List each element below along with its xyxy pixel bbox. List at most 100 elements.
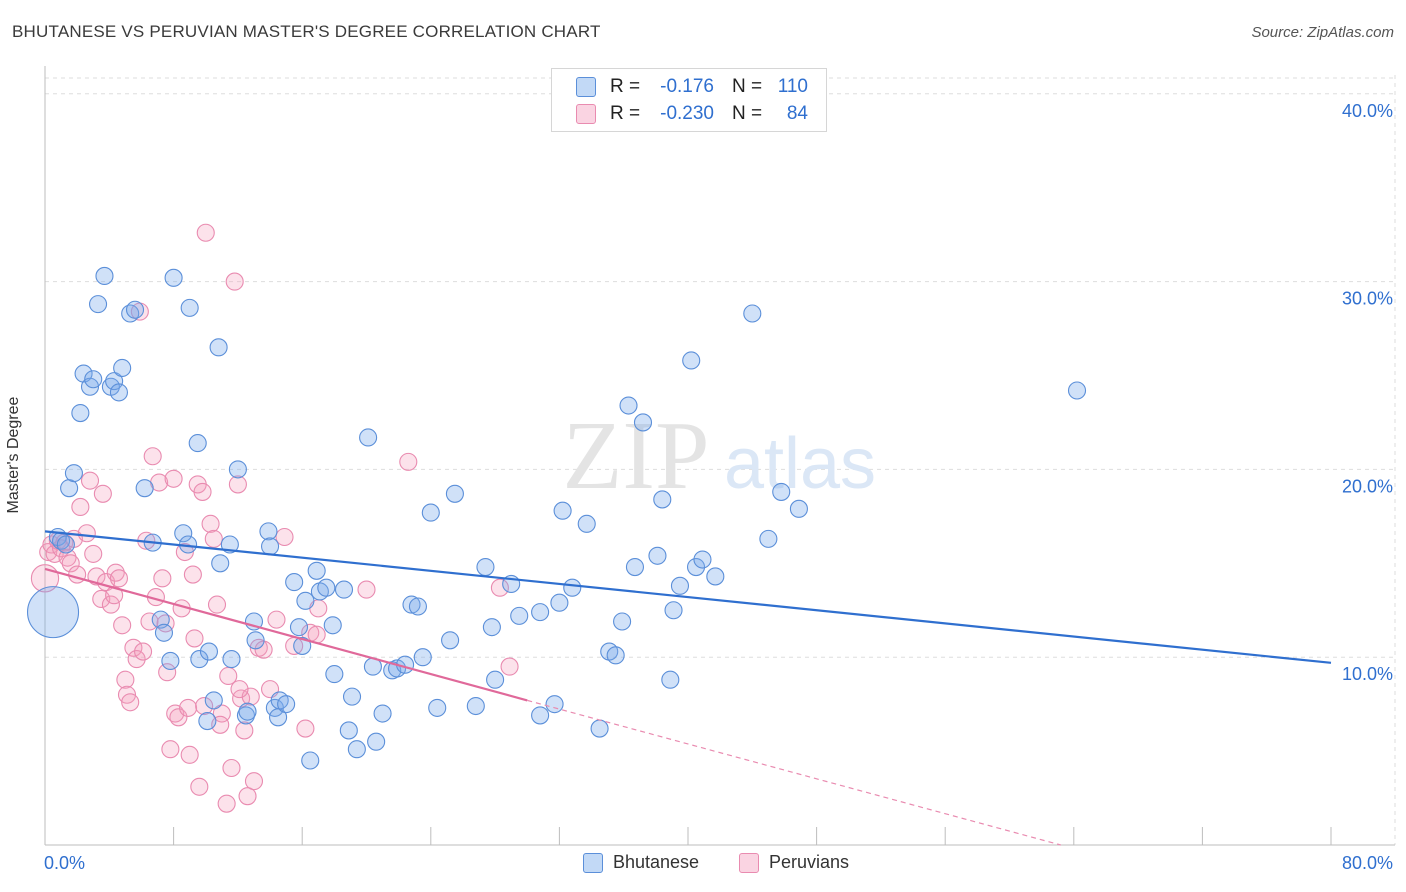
bhutanese-point — [198, 711, 217, 731]
bhutanese-point — [199, 642, 219, 661]
legend-item-bhutanese: Bhutanese — [583, 852, 699, 873]
bhutanese-point — [60, 479, 79, 498]
peruvians-point — [204, 529, 223, 548]
bhutanese-point — [413, 648, 432, 667]
bhutanese-point — [342, 687, 362, 706]
axes — [44, 66, 1395, 846]
bhutanese-point — [293, 636, 312, 655]
peruvians-point — [106, 563, 125, 582]
peruvians-point — [127, 650, 146, 669]
bhutanese-point — [510, 606, 529, 625]
peruvians-point — [153, 569, 172, 588]
bhutanese-point — [289, 618, 309, 637]
bhutanese-point — [317, 578, 336, 597]
y-tick-label: 10.0% — [1342, 664, 1393, 684]
bhutanese-point — [113, 358, 132, 378]
peruvians-point — [230, 680, 249, 699]
bhutanese-point — [95, 266, 114, 286]
bhutanese-point — [190, 650, 209, 669]
bhutanese-point — [238, 702, 257, 721]
bhutanese-point — [1067, 381, 1087, 400]
bhutanese-point — [154, 623, 174, 642]
peruvians-point — [183, 565, 202, 584]
peruvians-point — [193, 482, 212, 501]
peruvians-point — [180, 745, 199, 764]
bhutanese-point — [531, 603, 550, 622]
y-tick-label: 30.0% — [1342, 289, 1393, 309]
peruvians-point — [77, 524, 96, 543]
bhutanese-point — [246, 631, 265, 650]
peruvians-point — [399, 452, 418, 471]
bhutanese-point — [743, 304, 762, 323]
bhutanese-point — [26, 586, 80, 639]
peruvians-point — [275, 527, 294, 547]
bhutanese-point — [590, 719, 609, 738]
peruvians-point — [143, 447, 162, 466]
bhutanese-point — [164, 268, 183, 287]
bhutanese-point — [606, 646, 625, 665]
peruvians-trendline — [44, 567, 528, 702]
peruvians-point — [196, 223, 215, 242]
peruvians-points — [30, 223, 519, 813]
bhutanese-point — [109, 383, 128, 402]
legend-n-value: 84 — [786, 103, 808, 124]
bhutanese-point — [88, 295, 108, 314]
peruvians-point — [68, 565, 87, 584]
legend-row-bhutanese: R = -0.176 N = 110 — [576, 74, 808, 100]
peruvians-point — [238, 787, 257, 806]
peruvians-point — [201, 514, 220, 533]
peruvians-point — [80, 471, 100, 490]
peruvians-point — [490, 578, 509, 597]
chart-title: BHUTANESE VS PERUVIAN MASTER'S DEGREE CO… — [12, 22, 601, 41]
bhutanese-point — [466, 696, 485, 716]
bhutanese-point — [682, 351, 701, 370]
legend-swatch-pink — [576, 104, 596, 124]
peruvians-point — [161, 740, 180, 759]
watermark-atlas: atlas — [724, 424, 876, 504]
bhutanese-point — [670, 576, 690, 595]
bhutanese-point — [408, 597, 427, 616]
bhutanese-point — [56, 535, 75, 554]
tick-labels: 10.0% 20.0% 30.0% 40.0% 0.0% 80.0% — [44, 101, 1393, 873]
peruvians-point — [179, 698, 198, 717]
peruvians-point — [500, 657, 519, 676]
bhutanese-point — [64, 464, 83, 483]
bhutanese-point — [441, 631, 460, 650]
bhutanese-point — [661, 670, 680, 689]
stats-legend: R = -0.176 N = 110 R = -0.230 N = 84 — [551, 68, 827, 132]
peruvians-point — [195, 696, 214, 716]
bhutanese-point — [211, 554, 230, 573]
peruvians-point — [217, 794, 236, 813]
bhutanese-point — [174, 524, 193, 543]
legend-n-label: N = — [732, 103, 763, 124]
bhutanese-point — [545, 695, 564, 714]
bhutanese-point — [228, 460, 247, 479]
bhutanese-point — [772, 482, 791, 501]
peruvians-point — [164, 469, 183, 488]
peruvians-point — [207, 595, 227, 614]
bhutanese-point — [613, 612, 632, 631]
bhutanese-point — [633, 413, 653, 432]
bhutanese-point — [296, 591, 315, 610]
x-tick-label: 0.0% — [44, 853, 85, 873]
legend-swatch-pink — [739, 852, 759, 873]
bhutanese-point — [759, 529, 778, 548]
bhutanese-trendline — [44, 530, 1332, 664]
peruvians-point — [185, 629, 204, 648]
peruvians-point — [235, 721, 254, 740]
peruvians-point — [222, 758, 241, 778]
peruvians-point — [267, 610, 286, 629]
bhutanese-point — [653, 490, 672, 509]
bhutanese-point — [222, 650, 241, 669]
peruvians-point — [225, 272, 244, 291]
bhutanese-point — [550, 593, 569, 612]
x-tick-label: 80.0% — [1342, 853, 1393, 873]
source-credit: Source: ZipAtlas.com — [1251, 24, 1394, 41]
peruvians-point — [296, 719, 315, 738]
bhutanese-point — [188, 434, 207, 453]
peruvians-point — [93, 484, 112, 503]
bhutanese-point — [180, 298, 199, 317]
peruvians-point — [357, 580, 376, 599]
peruvians-point — [212, 704, 231, 723]
